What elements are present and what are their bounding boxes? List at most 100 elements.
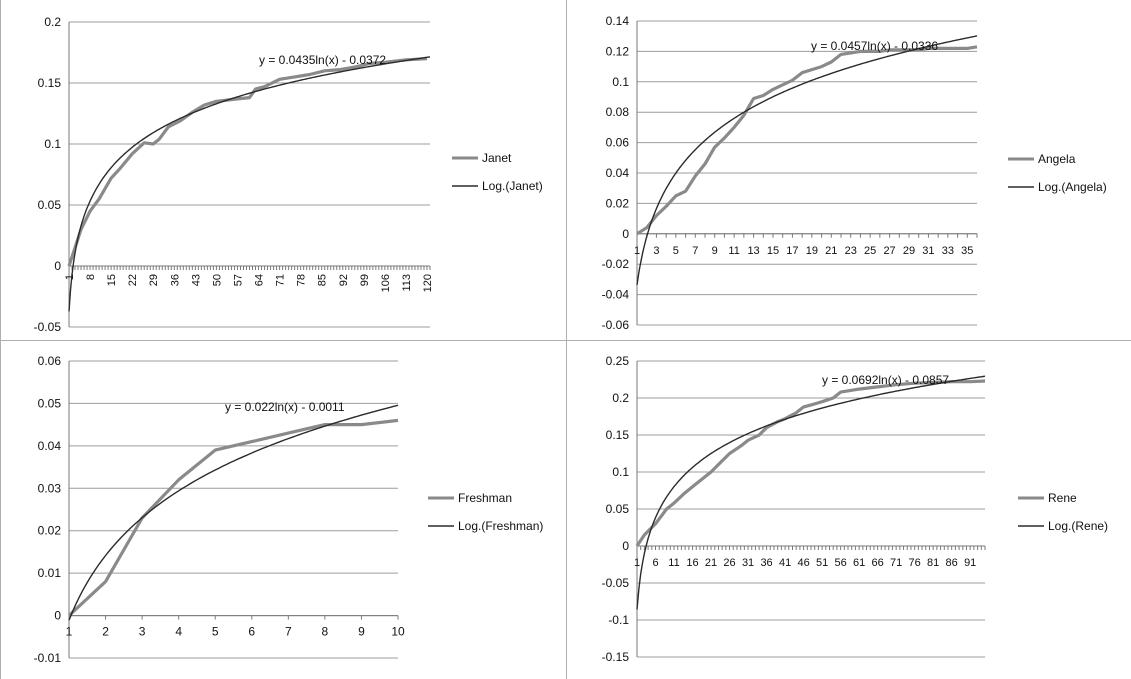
x-tick-label: 1: [64, 274, 76, 280]
x-tick-label: 5: [673, 245, 679, 257]
x-tick-label: 36: [760, 557, 772, 569]
y-tick-label: 0.05: [38, 396, 62, 410]
x-tick-label: 120: [422, 274, 434, 292]
x-tick-label: 29: [148, 274, 160, 286]
x-tick-label: 27: [883, 245, 895, 257]
chart-panel-angela: -0.06 -0.04 -0.02 0 0.02 0.04 0.06 0.08 0.1 0.12 0…: [567, 0, 1131, 340]
legend-label: Freshman: [458, 491, 512, 505]
chart-panel-rene: -0.15 -0.1 -0.05 0 0.05 0.1 0.15 0.2 0.25 1 6 11 16 2…: [567, 341, 1131, 679]
x-tick-label: 86: [946, 557, 958, 569]
y-tick-label: -0.01: [34, 651, 62, 665]
y-tick-label: 0: [54, 609, 61, 623]
x-tick-label: 6: [652, 557, 658, 569]
x-tick-label: 22: [127, 274, 139, 286]
x-tick-label: 66: [872, 557, 884, 569]
trendline-equation: y = 0.0692ln(x) - 0.0857: [822, 373, 949, 387]
y-tick-label: 0.04: [38, 439, 62, 453]
x-tick-label: 33: [942, 245, 954, 257]
chart-janet: -0.05 0 0.05 0.1 0.15 0.2 1 8 15 22 29 36 43 50 57 64 71…: [34, 15, 543, 334]
y-tick-label: 0: [622, 227, 629, 241]
x-tick-label: 76: [909, 557, 921, 569]
y-tick-label: -0.06: [602, 318, 630, 332]
y-tick-label: 0.03: [38, 481, 62, 495]
y-tick-label: 0.06: [606, 136, 630, 150]
x-tick-label: 4: [175, 625, 182, 639]
y-tick-label: 0.2: [612, 391, 629, 405]
x-tick-label: 78: [296, 274, 308, 286]
x-tick-label: 3: [139, 625, 146, 639]
series-line-angela: [636, 45, 978, 236]
y-tick-label: 0.25: [606, 354, 630, 368]
panel-divider-vertical: [566, 0, 567, 679]
x-tick-label: 46: [797, 557, 809, 569]
x-tick-label: 71: [890, 557, 902, 569]
x-tick-label: 13: [747, 245, 759, 257]
x-tick-label: 8: [322, 625, 329, 639]
legend-label: Janet: [482, 151, 512, 165]
y-tick-label: -0.05: [34, 320, 62, 334]
x-tick-label: 64: [254, 274, 266, 286]
chart-angela: -0.06 -0.04 -0.02 0 0.02 0.04 0.06 0.08 0.1 0.12 0…: [602, 14, 1107, 332]
legend-label: Rene: [1048, 491, 1077, 505]
y-tick-label: 0.04: [606, 166, 630, 180]
y-tick-label: 0.08: [606, 105, 630, 119]
x-tick-label: 81: [927, 557, 939, 569]
y-tick-label: 0.2: [44, 15, 61, 29]
y-tick-label: 0.1: [612, 465, 629, 479]
chart-panel-janet: -0.05 0 0.05 0.1 0.15 0.2 1 8 15 22 29 36 43 50 57 64 71…: [0, 0, 566, 340]
x-tick-label: 106: [380, 274, 392, 292]
x-tick-label: 7: [692, 245, 698, 257]
trendline-equation: y = 0.0435ln(x) - 0.0372: [259, 53, 386, 67]
series-line-freshman: [67, 418, 399, 617]
x-tick-label: 5: [212, 625, 219, 639]
y-tick-label: 0.05: [38, 198, 62, 212]
x-tick-label: 1: [66, 625, 73, 639]
y-tick-label: 0.02: [606, 196, 630, 210]
trendline-freshman: [68, 404, 399, 621]
x-tick-label: 99: [359, 274, 371, 286]
x-tick-label: 11: [728, 245, 739, 257]
y-tick-label: 0.12: [606, 44, 630, 58]
y-tick-label: 0.1: [612, 75, 629, 89]
x-tick-label: 11: [668, 557, 679, 569]
x-tick-label: 61: [853, 557, 865, 569]
legend-label: Log.(Freshman): [458, 519, 543, 533]
y-tick-label: 0: [54, 259, 61, 273]
series-line-janet: [67, 57, 428, 267]
x-tick-label: 29: [903, 245, 915, 257]
x-tick-label: 10: [391, 625, 405, 639]
y-tick-label: 0.05: [606, 502, 630, 516]
legend-label: Angela: [1038, 152, 1076, 166]
x-tick-label: 21: [705, 557, 717, 569]
trendline-equation: y = 0.0457ln(x) - 0.0336: [811, 39, 938, 53]
x-tick-label: 91: [964, 557, 976, 569]
x-tick-label: 9: [712, 245, 718, 257]
x-tick-label: 35: [961, 245, 973, 257]
trendline-janet: [68, 56, 431, 312]
x-tick-label: 8: [85, 274, 97, 280]
y-tick-label: -0.1: [608, 613, 629, 627]
x-tick-label: 31: [742, 557, 754, 569]
chart-freshman: -0.01 0 0.01 0.02 0.03 0.04 0.05 0.06 1 2 3 4 5 6 7 8 9 1…: [34, 354, 544, 665]
y-tick-label: 0.01: [38, 566, 62, 580]
x-tick-label: 19: [806, 245, 818, 257]
x-tick-label: 7: [285, 625, 292, 639]
x-tick-label: 1: [634, 557, 640, 569]
x-tick-label: 2: [102, 625, 109, 639]
series-line-rene: [635, 379, 986, 547]
legend-label: Log.(Janet): [482, 179, 543, 193]
y-tick-label: 0.02: [38, 524, 62, 538]
x-tick-label: 21: [825, 245, 837, 257]
y-tick-label: -0.05: [602, 576, 630, 590]
x-tick-label: 16: [686, 557, 698, 569]
x-tick-label: 15: [106, 274, 118, 286]
x-tick-label: 57: [232, 274, 244, 286]
x-tick-label: 1: [634, 245, 640, 257]
y-tick-label: 0.15: [38, 76, 62, 90]
chart-panel-freshman: -0.01 0 0.01 0.02 0.03 0.04 0.05 0.06 1 2 3 4 5 6 7 8 9 1…: [0, 341, 566, 679]
legend-label: Log.(Rene): [1048, 519, 1108, 533]
y-tick-label: -0.15: [602, 650, 630, 664]
y-tick-label: 0: [622, 539, 629, 553]
